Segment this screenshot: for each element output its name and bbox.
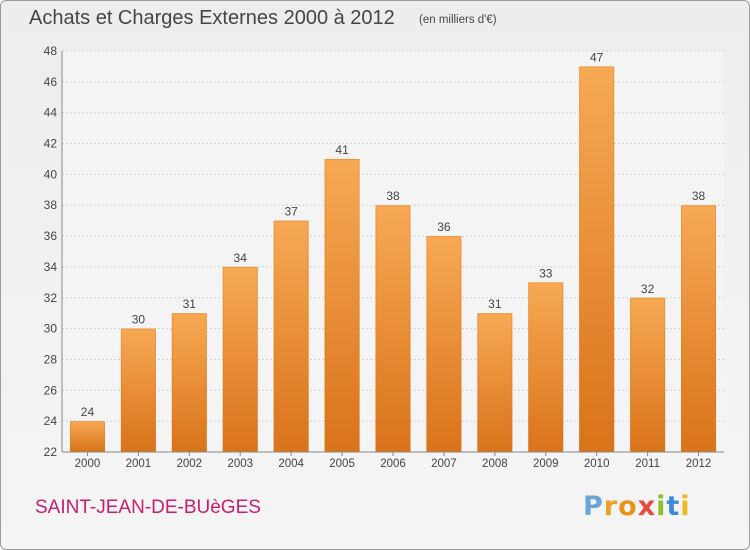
- y-tick-label: 40: [44, 167, 58, 181]
- bar: [681, 205, 717, 452]
- data-label: 24: [81, 405, 95, 419]
- bars: [69, 66, 717, 453]
- data-label: 47: [590, 50, 604, 64]
- x-tick-label: 2006: [380, 458, 406, 470]
- data-label: 41: [335, 143, 349, 157]
- x-tick-label: 2003: [227, 458, 253, 470]
- x-tick-label: 2001: [126, 458, 152, 470]
- y-tick-label: 28: [44, 352, 58, 366]
- bar: [579, 66, 615, 452]
- data-label: 38: [386, 189, 400, 203]
- x-tick-label: 2007: [431, 458, 457, 470]
- data-label: 37: [284, 205, 298, 219]
- bar: [528, 282, 564, 452]
- data-label: 30: [132, 313, 146, 327]
- data-label: 36: [437, 220, 451, 234]
- logo-letter: i: [656, 491, 667, 522]
- data-label: 34: [234, 251, 248, 265]
- y-tick-label: 24: [44, 414, 58, 428]
- y-tick-label: 36: [44, 229, 58, 243]
- chart-title: Achats et Charges Externes 2000 à 2012: [29, 7, 395, 29]
- x-tick-label: 2009: [533, 458, 559, 470]
- x-tick-label: 2008: [482, 458, 508, 470]
- bar: [273, 220, 309, 452]
- logo-letter: t: [666, 491, 681, 522]
- bar: [375, 205, 411, 452]
- data-label: 31: [183, 297, 197, 311]
- bar: [324, 158, 360, 452]
- proxiti-logo: Proxiti: [583, 491, 691, 522]
- x-tick-label: 2000: [75, 458, 101, 470]
- logo-letter: P: [583, 491, 604, 522]
- x-tick-label: 2005: [329, 458, 355, 470]
- bar: [120, 328, 156, 452]
- data-label: 33: [539, 266, 553, 280]
- bar: [69, 421, 105, 452]
- chart-subtitle: (en milliers d'€): [419, 14, 497, 26]
- y-tick-label: 22: [44, 445, 58, 459]
- y-tick-label: 26: [44, 383, 58, 397]
- y-tick-label: 38: [44, 198, 58, 212]
- y-tick-label: 44: [44, 106, 58, 120]
- data-label: 31: [488, 297, 502, 311]
- y-tick-label: 42: [44, 137, 58, 151]
- data-labels: 24 30 31 34 37 41 38 36 31 33 47 32 38: [81, 50, 706, 419]
- y-tick-label: 32: [44, 291, 58, 305]
- data-label: 32: [641, 282, 655, 296]
- axes: 22 24 26 28 30 32 34 36 38 40 42 44 46 48 2000 2001 2002…: [44, 44, 724, 470]
- x-tick-label: 2004: [278, 458, 304, 470]
- x-tick-label: 2012: [686, 458, 712, 470]
- bar: [426, 236, 462, 452]
- y-tick-label: 30: [44, 322, 58, 336]
- y-tick-label: 46: [44, 75, 58, 89]
- x-tick-label: 2010: [584, 458, 610, 470]
- logo-letter: r: [603, 491, 619, 522]
- bar: [171, 313, 207, 452]
- logo-letter: o: [618, 491, 638, 522]
- commune-name: SAINT-JEAN-DE-BUèGES: [35, 497, 261, 518]
- bar: [477, 313, 513, 452]
- bar: [222, 266, 258, 452]
- y-tick-label: 48: [44, 44, 58, 58]
- logo-letter: x: [637, 491, 657, 522]
- y-tick-label: 34: [44, 260, 58, 274]
- logo-letter: i: [680, 491, 691, 522]
- x-tick-label: 2002: [177, 458, 203, 470]
- data-label: 38: [692, 189, 706, 203]
- x-tick-label: 2011: [635, 458, 660, 470]
- bar: [630, 297, 666, 452]
